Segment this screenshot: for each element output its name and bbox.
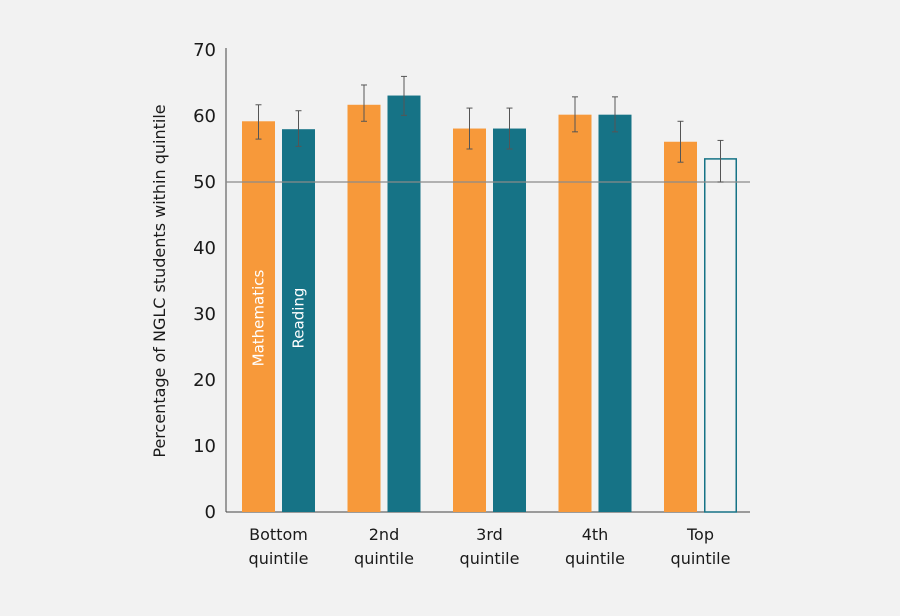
x-category-label-3-line-2: quintile xyxy=(460,549,520,568)
x-category-label-2-line-1: 2nd xyxy=(369,525,399,544)
bars-group xyxy=(242,95,737,513)
bar-reading-4 xyxy=(598,114,632,513)
y-axis-ticks: 0 10 20 30 40 50 60 70 xyxy=(193,40,216,523)
y-tick-label-30: 30 xyxy=(193,304,216,325)
y-tick-label-20: 20 xyxy=(193,370,216,391)
bar-reading-1 xyxy=(282,129,315,512)
x-category-label-2-line-2: quintile xyxy=(354,549,414,568)
bar-math-4 xyxy=(558,114,592,513)
x-category-label-1-line-2: quintile xyxy=(249,549,309,568)
bar-reading-3 xyxy=(493,128,526,513)
bar-math-5 xyxy=(664,141,697,513)
series-label-reading: Reading xyxy=(290,288,308,349)
bar-math-1 xyxy=(242,121,275,512)
x-category-label-1-line-1: Bottom xyxy=(249,525,308,544)
bar-math-2 xyxy=(347,104,381,512)
y-tick-label-60: 60 xyxy=(193,106,216,127)
y-axis-title: Percentage of NGLC students within quint… xyxy=(150,104,169,457)
bar-math-3 xyxy=(453,128,486,513)
x-category-label-4-line-1: 4th xyxy=(582,525,609,544)
y-tick-label-0: 0 xyxy=(205,502,216,523)
x-category-label-4-line-2: quintile xyxy=(565,549,625,568)
y-tick-label-40: 40 xyxy=(193,238,216,259)
x-axis-categories: Bottom quintile 2nd quintile 3rd quintile 4th q… xyxy=(249,525,731,568)
y-tick-label-50: 50 xyxy=(193,172,216,193)
x-category-label-5-line-2: quintile xyxy=(671,549,731,568)
x-category-label-5-line-1: Top xyxy=(686,525,714,544)
series-labels: Mathematics Reading xyxy=(250,269,308,366)
series-label-math: Mathematics xyxy=(250,269,268,366)
y-tick-label-70: 70 xyxy=(193,40,216,61)
x-category-label-3-line-1: 3rd xyxy=(476,525,503,544)
bar-reading-2 xyxy=(387,95,421,512)
y-tick-label-10: 10 xyxy=(193,436,216,457)
bar-reading-5 xyxy=(704,158,737,513)
error-bars-group xyxy=(255,75,724,183)
